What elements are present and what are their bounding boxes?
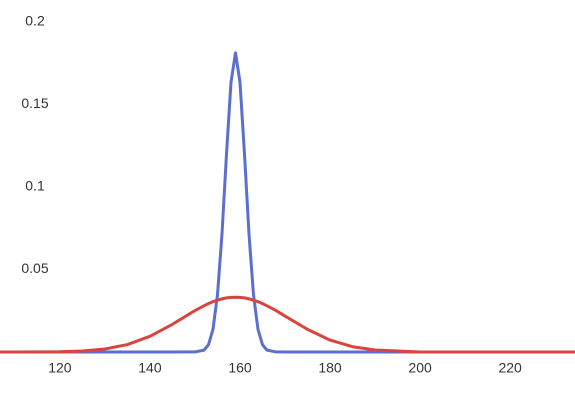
- x-tick-label: 120: [48, 360, 72, 376]
- series-line: [0, 51, 575, 354]
- x-tick-label: 220: [498, 360, 522, 376]
- y-tick-label: 0.1: [25, 178, 45, 194]
- y-tick-label: 0.2: [25, 13, 45, 29]
- series-line: [0, 295, 575, 354]
- x-tick-label: 140: [138, 360, 162, 376]
- x-tick-label: 200: [408, 360, 432, 376]
- y-tick-label: 0.05: [21, 260, 48, 276]
- y-tick-label: 0.15: [21, 95, 48, 111]
- x-tick-label: 180: [318, 360, 342, 376]
- x-tick-label: 160: [228, 360, 252, 376]
